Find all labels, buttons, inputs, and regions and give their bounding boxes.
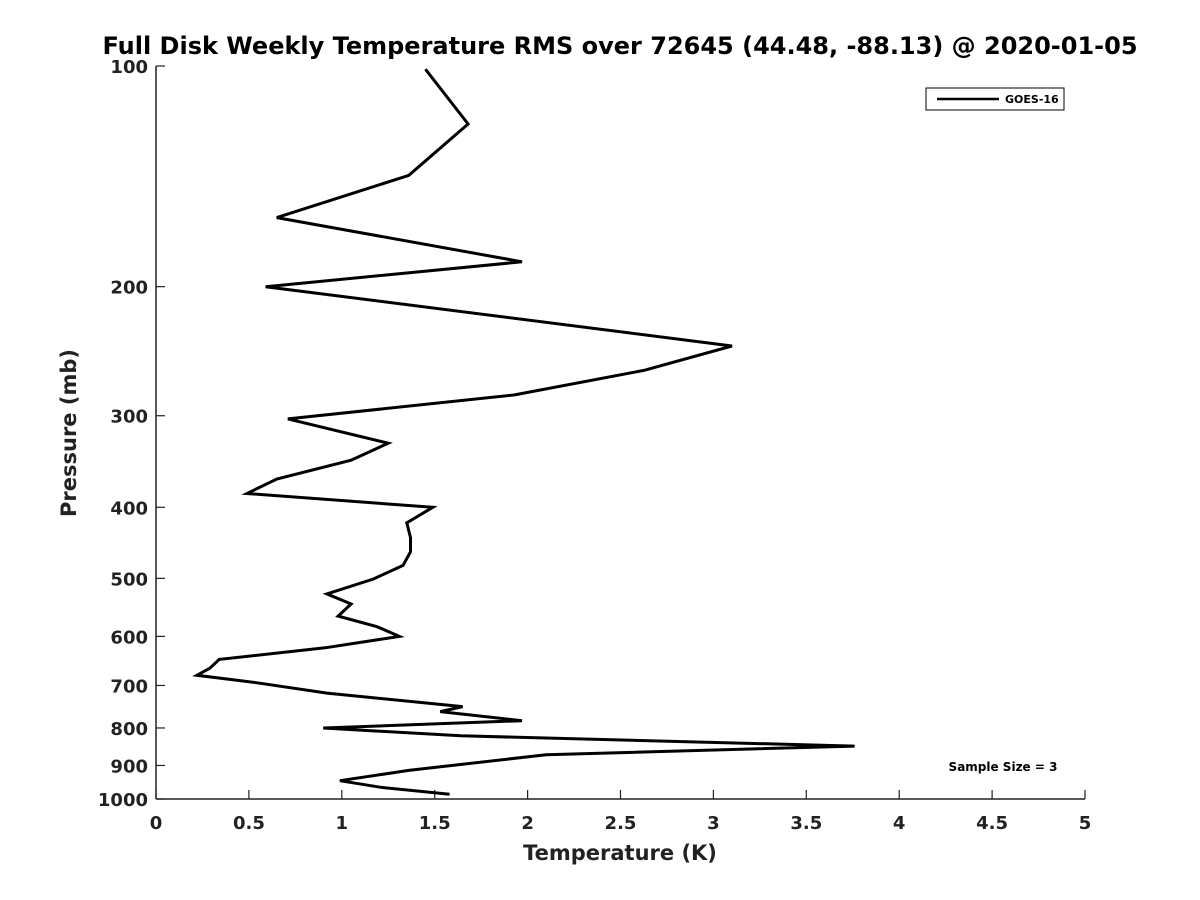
y-tick-label: 300: [110, 407, 148, 428]
y-tick-label: 700: [110, 676, 148, 697]
x-axis-label: Temperature (K): [523, 841, 717, 865]
y-axis-label: Pressure (mb): [57, 349, 81, 517]
y-tick-label: 200: [110, 278, 148, 299]
y-tick-label: 400: [110, 498, 148, 519]
x-tick-label: 0: [150, 813, 163, 834]
plot-area: 0 0.5 1 1.5 2 2.5 3 3.5 4 4.5 5 100 200 300 400 500 600…: [98, 57, 1091, 834]
x-tick-label: 0.5: [233, 813, 265, 834]
sample-size-annotation: Sample Size = 3: [949, 760, 1058, 774]
y-tick-label: 100: [110, 57, 148, 78]
x-tick-label: 1: [336, 813, 349, 834]
x-tick-label: 5: [1079, 813, 1092, 834]
series-line-goes-16: [192, 68, 855, 796]
y-tick-label: 900: [110, 756, 148, 777]
x-tick-label: 2.5: [605, 813, 637, 834]
series-layer: [192, 68, 855, 796]
y-tick-label: 1000: [98, 790, 148, 811]
x-tick-label: 4: [893, 813, 906, 834]
x-tick-label: 4.5: [976, 813, 1008, 834]
x-tick-label: 3.5: [790, 813, 822, 834]
x-tick-label: 3: [707, 813, 720, 834]
legend-label: GOES-16: [1005, 93, 1059, 106]
y-axis-ticks: 100 200 300 400 500 600 700 800 900 1000: [98, 57, 165, 811]
x-tick-label: 1.5: [419, 813, 451, 834]
y-tick-label: 600: [110, 627, 148, 648]
chart-title: Full Disk Weekly Temperature RMS over 72…: [102, 32, 1137, 60]
legend: GOES-16: [925, 87, 1065, 111]
y-tick-label: 800: [110, 719, 148, 740]
x-tick-label: 2: [521, 813, 534, 834]
x-axis-ticks: 0 0.5 1 1.5 2 2.5 3 3.5 4 4.5 5: [150, 790, 1092, 834]
y-tick-label: 500: [110, 569, 148, 590]
